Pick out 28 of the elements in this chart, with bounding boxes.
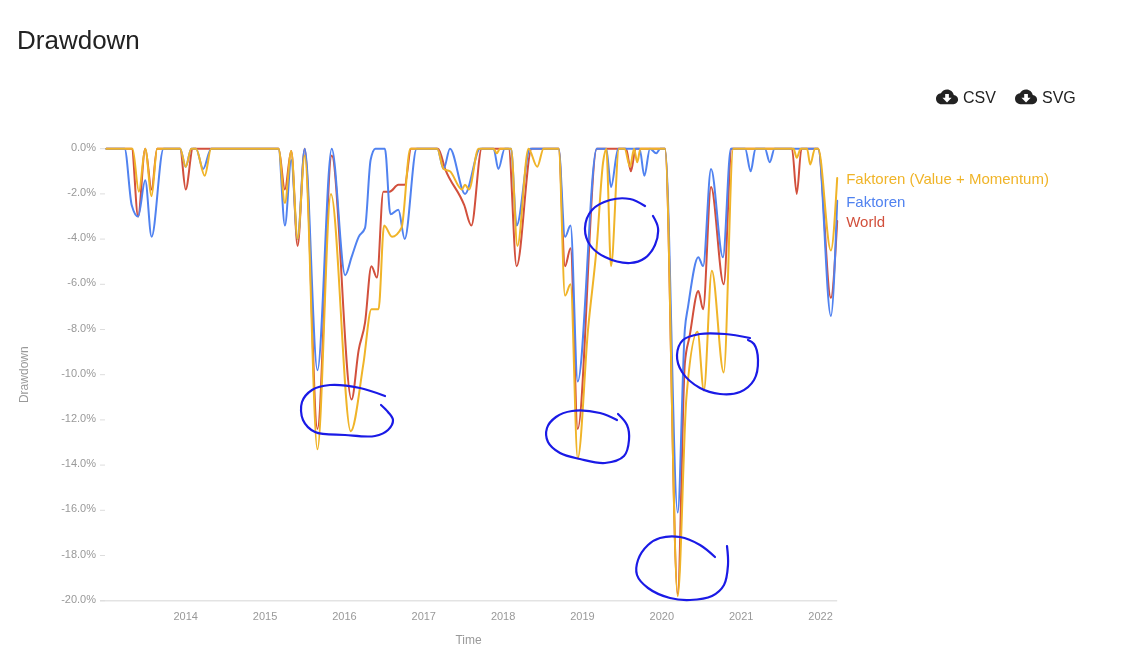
x-axis-title: Time bbox=[455, 633, 483, 647]
y-tick-label: -14.0% bbox=[61, 457, 97, 470]
y-tick-label: 0.0% bbox=[70, 140, 97, 153]
chart-title: Drawdown bbox=[17, 25, 140, 55]
x-tick-label: 2016 bbox=[332, 610, 357, 622]
y-tick-label: -8.0% bbox=[67, 321, 97, 334]
series-label: World bbox=[846, 212, 886, 230]
x-tick-label: 2018 bbox=[490, 610, 516, 622]
x-tick-label: 2019 bbox=[570, 610, 595, 622]
series-label: Faktoren bbox=[846, 192, 906, 210]
y-tick-label: -12.0% bbox=[61, 411, 97, 424]
y-tick-label: -16.0% bbox=[61, 502, 97, 515]
y-tick-label: -6.0% bbox=[67, 276, 97, 289]
y-tick-label: -10.0% bbox=[61, 366, 97, 379]
y-tick-label: -18.0% bbox=[61, 547, 97, 560]
x-tick-label: 2017 bbox=[411, 610, 437, 622]
text: SVG bbox=[1042, 88, 1076, 106]
x-tick-label: 2015 bbox=[252, 610, 278, 622]
y-tick-label: -4.0% bbox=[67, 231, 97, 244]
series-label: Faktoren (Value + Momentum) bbox=[846, 169, 1049, 187]
y-tick-label: -20.0% bbox=[61, 592, 97, 605]
y-axis-title: Drawdown bbox=[17, 346, 31, 404]
x-tick-label: 2022 bbox=[808, 610, 833, 622]
y-tick-label: -2.0% bbox=[67, 185, 97, 198]
x-tick-label: 2014 bbox=[173, 610, 198, 622]
x-tick-label: 2020 bbox=[649, 610, 675, 622]
text: CSV bbox=[963, 88, 997, 106]
x-tick-label: 2021 bbox=[728, 610, 754, 622]
